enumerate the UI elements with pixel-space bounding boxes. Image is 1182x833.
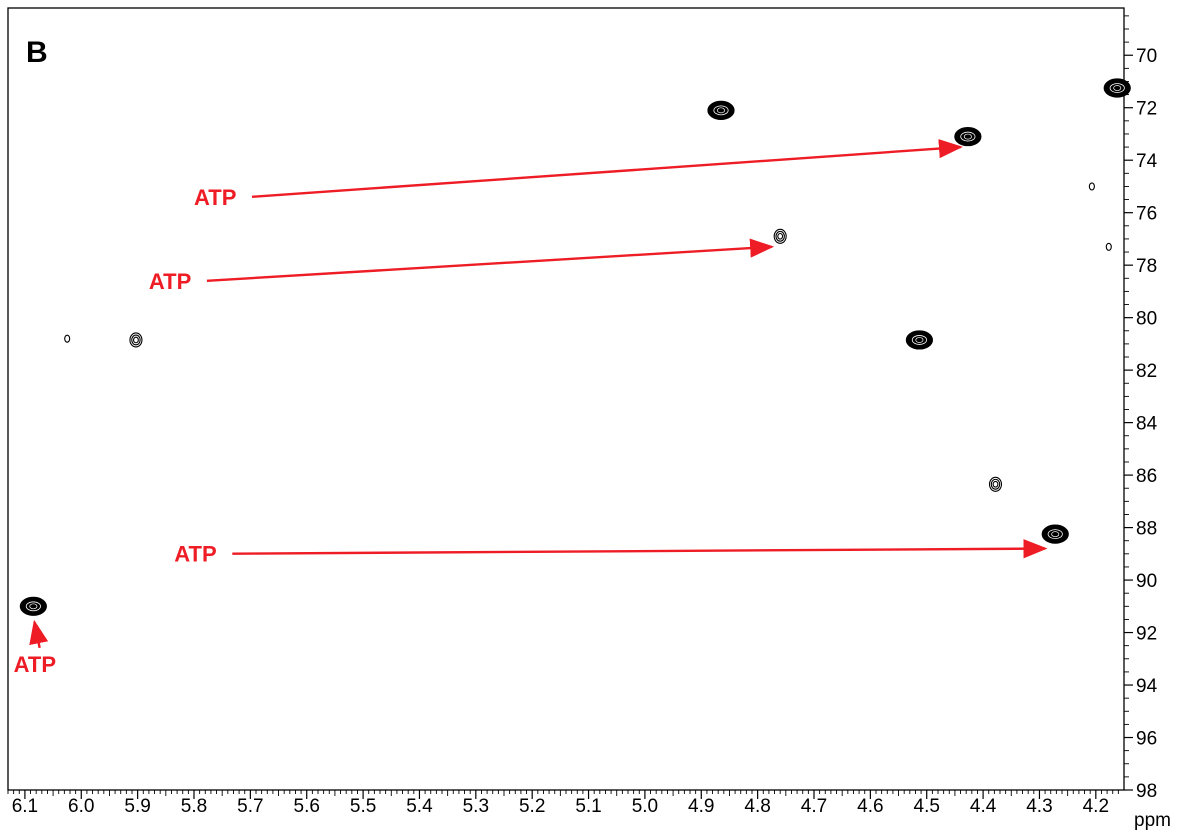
peak-contour-ring <box>129 332 143 348</box>
y-tick-label: 82 <box>1136 361 1157 382</box>
peak-contour-ring <box>988 476 1003 492</box>
peak-contour-ring <box>911 335 927 345</box>
x-tick-label: 4.6 <box>857 796 883 817</box>
peak-contour-core <box>1116 86 1119 90</box>
peak-contour-ring <box>25 601 41 612</box>
peaks-layer <box>19 78 1131 616</box>
atp-arrow <box>29 619 49 649</box>
x-tick-label: 6.1 <box>12 796 38 817</box>
x-tick-label: 5.3 <box>463 796 489 817</box>
peak-contour-ring <box>963 133 972 140</box>
y-tick-label: 80 <box>1136 309 1157 330</box>
x-tick-label: 6.0 <box>68 796 94 817</box>
y-tick-label: 74 <box>1136 151 1158 172</box>
peak-contour-ring <box>1088 182 1095 191</box>
x-axis: 6.1 6.0 5.9 5.8 5.7 5.6 5.5 5.4 5.3 5.2 5.1 5.0 4.9 4… <box>7 790 1119 817</box>
contour-peak-9 <box>1041 524 1069 544</box>
contour-peak-5 <box>773 228 787 244</box>
atp-arrow <box>251 139 963 199</box>
contour-peak-7 <box>954 126 982 147</box>
y-tick-label: 76 <box>1136 204 1157 225</box>
x-tick-label: 5.6 <box>294 796 320 817</box>
peak-contour-ring <box>773 228 787 244</box>
peak-contour-ring <box>132 336 139 344</box>
x-tick-label: 5.1 <box>575 796 601 817</box>
peak-contour-ring <box>131 334 141 346</box>
peak-contour-ring <box>915 337 924 343</box>
y-tick-label: 96 <box>1136 729 1157 750</box>
atp-label: ATP <box>194 185 236 210</box>
atp-label: ATP <box>174 542 216 567</box>
peak-contour-ring <box>29 603 38 610</box>
contour-peak-12 <box>1103 78 1131 98</box>
x-tick-label: 5.9 <box>124 796 150 817</box>
peak-contour-core <box>966 135 970 138</box>
y-tick-label: 90 <box>1136 571 1157 592</box>
peak-contour-ring <box>1113 85 1122 91</box>
atp-arrow <box>232 539 1048 559</box>
contour-peak-4 <box>707 100 735 120</box>
contour-peak-6 <box>905 330 934 350</box>
y-tick-label: 78 <box>1136 256 1157 277</box>
peak-contour-core <box>719 109 723 112</box>
atp-label: ATP <box>149 269 191 294</box>
peak-contour-ring <box>777 232 784 240</box>
x-tick-label: 4.7 <box>801 796 827 817</box>
y-tick-label: 92 <box>1136 624 1157 645</box>
peak-contour-ring <box>717 107 725 114</box>
x-tick-label: 4.5 <box>914 796 940 817</box>
contour-peak-3 <box>129 332 143 348</box>
peak-contour-ring <box>1047 529 1063 540</box>
x-tick-label: 4.3 <box>1026 796 1052 817</box>
x-tick-label: 5.8 <box>181 796 207 817</box>
x-tick-label: 5.7 <box>237 796 263 817</box>
y-tick-label: 70 <box>1136 46 1157 67</box>
peak-contour-core <box>32 605 35 608</box>
y-tick-label: 94 <box>1136 676 1158 697</box>
peak-contour-core <box>1054 532 1057 536</box>
x-tick-label: 4.4 <box>970 796 997 817</box>
x-tick-label: 4.2 <box>1083 796 1109 817</box>
annotations-layer: ATP ATP ATP ATP <box>14 139 1048 677</box>
y-tick-label: 98 <box>1136 781 1157 802</box>
atp-arrow <box>206 238 775 282</box>
x-tick-label: 5.2 <box>519 796 545 817</box>
peak-contour-ring <box>1105 242 1112 251</box>
x-axis-label: ppm <box>1134 810 1171 831</box>
atp-label: ATP <box>14 652 56 677</box>
panel-label: B <box>26 36 48 69</box>
peak-contour-ring <box>990 478 1001 490</box>
x-tick-label: 4.8 <box>744 796 770 817</box>
peak-contour-core <box>918 338 921 342</box>
contour-peak-8 <box>988 476 1003 492</box>
y-tick-label: 88 <box>1136 519 1157 540</box>
peak-contour-ring <box>992 480 999 488</box>
peak-contour-ring <box>960 131 976 142</box>
contour-peak-10 <box>1088 182 1095 191</box>
peak-contour-ring <box>775 230 785 242</box>
plot-frame <box>7 7 1125 791</box>
peak-contour-ring <box>1109 83 1125 93</box>
x-tick-label: 5.4 <box>406 796 433 817</box>
contour-peak-2 <box>64 334 71 343</box>
y-tick-label: 72 <box>1136 99 1157 120</box>
x-tick-label: 5.5 <box>350 796 376 817</box>
contour-peak-11 <box>1105 242 1112 251</box>
x-tick-label: 5.0 <box>632 796 658 817</box>
peak-contour-ring <box>1051 531 1060 538</box>
y-tick-label: 86 <box>1136 466 1157 487</box>
y-axis: 70 72 74 76 78 80 82 84 86 88 90 92 94 96 98 <box>1124 15 1158 802</box>
y-tick-label: 84 <box>1136 414 1158 435</box>
peak-contour-ring <box>64 334 71 343</box>
x-tick-label: 4.9 <box>688 796 714 817</box>
contour-peak-1 <box>19 596 47 616</box>
peak-contour-ring <box>713 105 729 116</box>
